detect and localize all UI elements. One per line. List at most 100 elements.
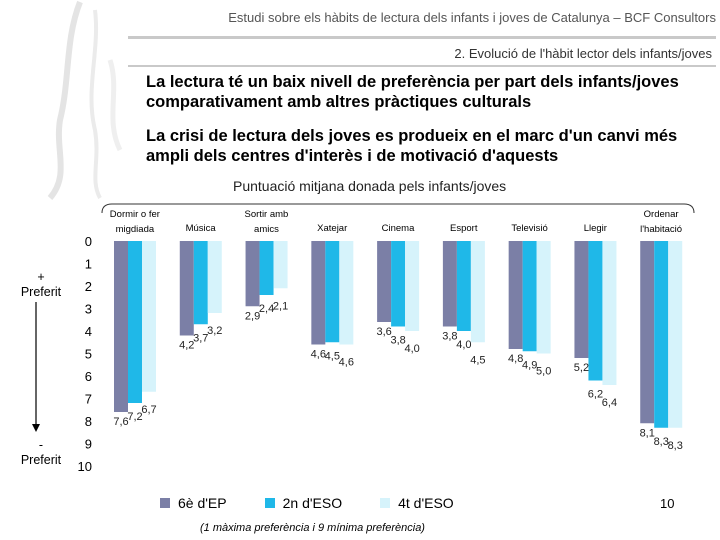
bar — [522, 241, 537, 352]
bar — [325, 241, 340, 343]
data-label: 7,6 — [113, 416, 128, 428]
bar — [339, 241, 354, 345]
chart-title: Puntuació mitjana donada pels infants/jo… — [233, 178, 507, 194]
y-tick-label: 3 — [85, 302, 92, 317]
data-label: 4,5 — [470, 354, 485, 366]
bullet-2: La crisi de lectura dels joves es produe… — [146, 127, 678, 165]
data-label: 4,6 — [311, 349, 326, 361]
y-tick-label: 5 — [85, 347, 92, 362]
legend-swatch-4eso — [380, 498, 391, 508]
data-label: 7,2 — [127, 411, 142, 423]
y-tick-label: 6 — [85, 369, 92, 384]
bar — [536, 241, 551, 354]
category-label: Cinema — [382, 223, 415, 234]
data-label: 4,0 — [404, 343, 419, 355]
bar — [654, 241, 669, 428]
bar — [179, 241, 194, 336]
category-label: Llegir — [584, 223, 607, 234]
minus-sign: - — [38, 438, 44, 452]
legend-swatch-6ep — [160, 498, 170, 508]
bar — [442, 241, 457, 327]
bar — [391, 241, 406, 327]
category-label: amics — [254, 224, 279, 235]
bar — [311, 241, 326, 345]
bullet-1: La lectura té un baix nivell de preferèn… — [146, 73, 679, 111]
category-label: Esport — [450, 223, 478, 234]
data-label: 5,0 — [536, 366, 551, 378]
data-label: 4,6 — [339, 357, 354, 369]
bar — [193, 241, 208, 325]
y-tick-label: 2 — [85, 279, 92, 294]
legend-item-6ep: 6è d'EP — [160, 495, 227, 511]
bar — [207, 241, 222, 313]
legend-item-4eso: 4t d'ESO — [380, 495, 454, 511]
y-tick-label: 7 — [85, 392, 92, 407]
bar — [470, 241, 485, 343]
least-preferred-label: - Preferit — [16, 438, 66, 468]
logo-watermark — [47, 0, 123, 200]
data-label: 8,3 — [654, 436, 669, 448]
data-label: 3,7 — [193, 332, 208, 344]
bar — [377, 241, 392, 322]
bar — [128, 241, 142, 403]
data-label: 3,6 — [376, 326, 391, 338]
data-label: 4,5 — [325, 350, 340, 362]
category-label: Música — [186, 223, 217, 234]
legend-item-2eso: 2n d'ESO — [264, 495, 343, 511]
y-tick-label: 8 — [85, 414, 92, 429]
preference-arrowhead — [32, 424, 40, 432]
category-label: migdiada — [116, 224, 155, 235]
bar — [574, 241, 589, 358]
y-tick-label: 4 — [85, 324, 92, 339]
category-label: Ordenar — [644, 209, 679, 220]
data-label: 4,0 — [456, 339, 471, 351]
y-tick-label: 10 — [78, 459, 92, 474]
category-bracket — [101, 203, 695, 214]
data-label: 4,2 — [179, 340, 194, 352]
data-label: 2,9 — [245, 310, 260, 322]
bar — [602, 241, 617, 385]
data-label: 2,1 — [273, 300, 288, 312]
report-title: Estudi sobre els hàbits de lectura dels … — [228, 10, 716, 25]
section-divider — [128, 65, 716, 67]
bar — [640, 241, 655, 424]
category-label: Televisió — [511, 223, 547, 234]
bar — [273, 241, 288, 289]
bar — [245, 241, 260, 307]
legend-swatch-2eso — [264, 498, 275, 508]
data-label: 6,4 — [602, 397, 617, 409]
plus-sign: + — [37, 270, 45, 284]
bar — [114, 241, 128, 412]
data-label: 5,2 — [574, 362, 589, 374]
data-label: 8,1 — [640, 427, 655, 439]
bar — [456, 241, 471, 331]
legend-label-4eso: 4t d'ESO — [398, 495, 454, 511]
y-tick-label: 0 — [85, 234, 92, 249]
bar — [508, 241, 523, 349]
category-label: Dormir o fer — [110, 209, 160, 220]
header-divider — [128, 36, 716, 39]
page-number: 10 — [660, 496, 675, 511]
category-label: l'habitació — [640, 224, 682, 235]
data-label: 4,8 — [508, 353, 523, 365]
data-label: 6,2 — [588, 389, 603, 401]
bar — [142, 241, 156, 392]
chart-legend: 6è d'EP 2n d'ESO 4t d'ESO — [160, 495, 492, 511]
most-preferred-label: + Preferit — [16, 270, 66, 300]
footnote: (1 màxima preferència i 9 mínima preferè… — [200, 522, 425, 534]
section-title: 2. Evolució de l'hàbit lector dels infan… — [454, 46, 712, 61]
category-label: Sortir amb — [245, 209, 289, 220]
y-tick-label: 9 — [85, 437, 92, 452]
bar — [588, 241, 603, 381]
data-label: 8,3 — [668, 440, 683, 452]
data-label: 6,7 — [141, 404, 156, 416]
data-label: 2,4 — [259, 303, 274, 315]
data-label: 4,9 — [522, 359, 537, 371]
bar — [259, 241, 274, 295]
data-label: 3,2 — [207, 325, 222, 337]
legend-label-2eso: 2n d'ESO — [282, 495, 343, 511]
bar — [668, 241, 683, 428]
y-tick-label: 1 — [85, 257, 92, 272]
category-label: Xatejar — [317, 223, 347, 234]
